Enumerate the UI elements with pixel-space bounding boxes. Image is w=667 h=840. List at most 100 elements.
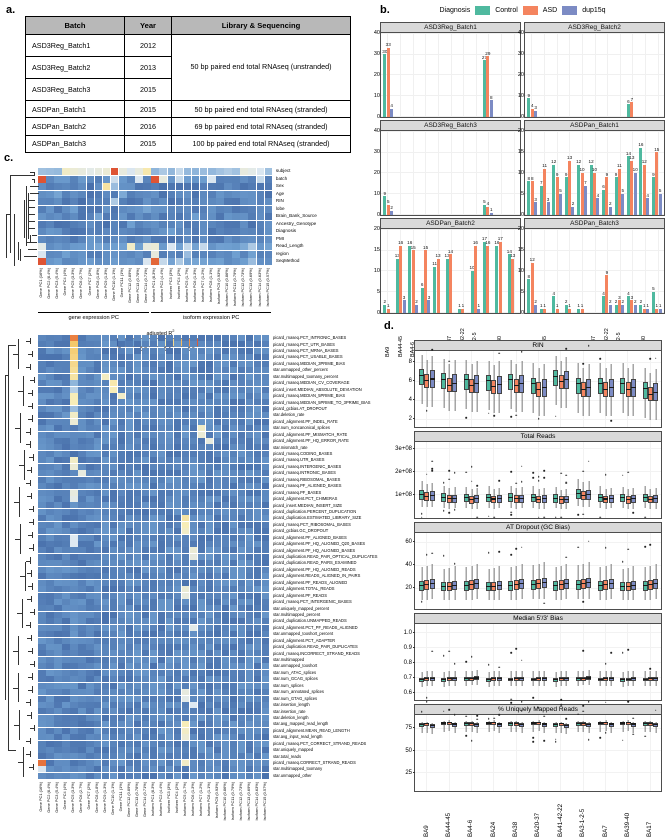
heatmap-cell bbox=[173, 483, 182, 490]
row-label: star.deletion_rate bbox=[273, 412, 305, 418]
box-rect bbox=[519, 723, 525, 727]
bar-asd: 9 bbox=[605, 172, 609, 215]
heatmap-cell bbox=[149, 644, 158, 651]
heatmap-cell bbox=[45, 341, 54, 348]
heatmap-cell bbox=[253, 772, 262, 779]
heatmap-cell bbox=[261, 766, 270, 773]
heatmap-cell bbox=[157, 547, 166, 554]
heatmap-cell bbox=[199, 243, 208, 250]
heatmap-cell bbox=[237, 495, 246, 502]
heatmap-cell bbox=[253, 444, 262, 451]
heatmap-cell bbox=[69, 676, 78, 683]
bar-group-BA38: 11 13 bbox=[432, 229, 444, 313]
heatmap-cell bbox=[69, 392, 78, 399]
bar-group-BA4-6 bbox=[407, 33, 419, 117]
cell-batch: ASD3Reg_Batch3 bbox=[25, 78, 125, 102]
median-line bbox=[603, 584, 609, 586]
bar-control: 1 bbox=[577, 304, 581, 313]
heatmap-cell bbox=[224, 235, 232, 243]
bar-value-label: 8 bbox=[489, 94, 493, 100]
gridline bbox=[582, 715, 584, 791]
heatmap-cell bbox=[189, 392, 198, 399]
heatmap-cell bbox=[245, 418, 254, 425]
heatmap-cell bbox=[237, 650, 246, 657]
heatmap-cell bbox=[224, 228, 232, 235]
heatmap-cell bbox=[101, 450, 110, 457]
heatmap-cell bbox=[69, 528, 78, 535]
heatmap-cell bbox=[245, 618, 254, 625]
heatmap-cell bbox=[86, 228, 95, 235]
row-label: picard_alignment.PF_READS bbox=[273, 592, 327, 598]
heatmap-cell bbox=[125, 347, 134, 354]
heatmap-cell bbox=[69, 521, 78, 528]
heatmap-cell bbox=[86, 220, 95, 228]
heatmap-cell bbox=[221, 663, 230, 670]
heatmap-cell bbox=[93, 515, 102, 522]
heatmap-cell bbox=[181, 727, 190, 734]
cell-batch: ASDPan_Batch3 bbox=[25, 134, 125, 153]
heatmap-cell bbox=[221, 701, 230, 708]
heatmap-cell bbox=[101, 676, 110, 683]
outlier-point bbox=[470, 740, 473, 742]
heatmap-cell bbox=[213, 586, 222, 593]
x-tick: BA20-37 bbox=[527, 791, 549, 837]
bar-value-label: 4 bbox=[530, 103, 534, 109]
heatmap-cell bbox=[101, 650, 110, 657]
heatmap-cell bbox=[237, 592, 246, 599]
heatmap-cell bbox=[181, 399, 190, 406]
y-tick-label: 25 bbox=[405, 770, 412, 777]
box-asd bbox=[647, 442, 653, 518]
median-line bbox=[647, 677, 653, 680]
heatmap-cell bbox=[229, 444, 238, 451]
heatmap-cell bbox=[135, 190, 143, 198]
heatmap-cell bbox=[221, 386, 230, 393]
heatmap-cell bbox=[205, 483, 214, 490]
heatmap-cell bbox=[53, 708, 62, 715]
heatmap-cell bbox=[151, 243, 159, 250]
heatmap-cell bbox=[245, 553, 254, 560]
bar-asd: 8 bbox=[530, 176, 534, 215]
bar-value-label: 11 bbox=[432, 261, 438, 267]
heatmap-cell bbox=[261, 553, 270, 560]
heatmap-cell bbox=[93, 592, 102, 599]
heatmap-cell bbox=[77, 483, 86, 490]
heatmap-cell bbox=[173, 592, 182, 599]
heatmap-cell bbox=[133, 727, 142, 734]
heatmap-cell bbox=[229, 373, 238, 380]
heatmap-cell bbox=[229, 399, 238, 406]
boxplot-series bbox=[415, 442, 661, 519]
outlier-point bbox=[520, 350, 523, 353]
heatmap-cell bbox=[181, 508, 190, 515]
box-rect bbox=[491, 721, 497, 726]
outlier-point bbox=[453, 472, 456, 474]
col-label: Isoform PC3 (3%) bbox=[167, 267, 173, 299]
heatmap-cell bbox=[261, 412, 270, 419]
bar-value-label: 15 bbox=[423, 244, 429, 250]
whisker bbox=[543, 721, 545, 733]
heatmap-cell bbox=[157, 644, 166, 651]
heatmap-cell bbox=[69, 669, 78, 676]
box-group-BA4-6 bbox=[460, 624, 482, 700]
bar-asd: 10 bbox=[592, 168, 597, 215]
heatmap-cell bbox=[61, 631, 70, 638]
heatmap-cell bbox=[221, 747, 230, 754]
heatmap-cell bbox=[229, 412, 238, 419]
heatmap-cell bbox=[133, 418, 142, 425]
heatmap-cell bbox=[181, 682, 190, 689]
heatmap-cell bbox=[109, 495, 118, 502]
heatmap-cell bbox=[157, 360, 166, 367]
heatmap-cell bbox=[53, 528, 62, 535]
box-group-BA7 bbox=[594, 442, 616, 518]
heatmap-cell bbox=[93, 367, 102, 374]
heatmap-cell bbox=[45, 483, 54, 490]
heatmap-cell bbox=[173, 528, 182, 535]
y-tick-label: 20 bbox=[405, 585, 412, 592]
heatmap-cell bbox=[125, 386, 134, 393]
heatmap-cell bbox=[125, 714, 134, 721]
heatmap-cell bbox=[133, 579, 142, 586]
box-rect bbox=[653, 723, 659, 727]
heatmap-cell bbox=[205, 534, 214, 541]
heatmap-cell bbox=[253, 592, 262, 599]
heatmap-cell bbox=[53, 682, 62, 689]
heatmap-cell bbox=[45, 734, 54, 741]
